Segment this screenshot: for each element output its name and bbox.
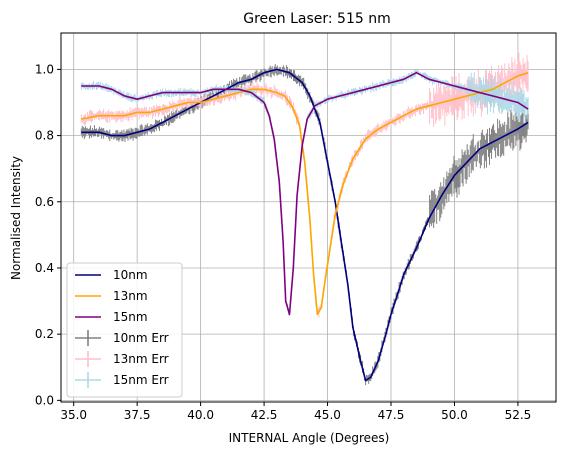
y-tick-label: 0.2	[35, 327, 54, 341]
y-axis-label: Normalised Intensity	[9, 156, 23, 280]
y-tick-label: 0.4	[35, 261, 54, 275]
legend-label: 10nm	[113, 268, 148, 282]
x-tick-label: 50.0	[441, 408, 468, 422]
legend-label: 13nm Err	[113, 352, 169, 366]
y-tick-label: 0.0	[35, 393, 54, 407]
x-tick-label: 37.5	[124, 408, 151, 422]
legend: 10nm 13nm 15nm 10nm Err 13nm Err 15nm Err	[67, 263, 182, 397]
y-tick-label: 0.8	[35, 129, 54, 143]
y-tick-label: 0.6	[35, 195, 54, 209]
x-tick-label: 52.5	[505, 408, 532, 422]
x-tick-label: 47.5	[378, 408, 405, 422]
chart-title: Green Laser: 515 nm	[243, 11, 391, 27]
y-tick-label: 1.0	[35, 62, 54, 76]
legend-label: 15nm Err	[113, 373, 169, 387]
x-tick-label: 45.0	[314, 408, 341, 422]
legend-label: 10nm Err	[113, 331, 169, 345]
x-tick-label: 35.0	[60, 408, 87, 422]
x-axis-label: INTERNAL Angle (Degrees)	[229, 431, 390, 445]
x-tick-label: 40.0	[187, 408, 214, 422]
x-tick-label: 42.5	[251, 408, 278, 422]
legend-label: 15nm	[113, 310, 148, 324]
legend-label: 13nm	[113, 289, 148, 303]
